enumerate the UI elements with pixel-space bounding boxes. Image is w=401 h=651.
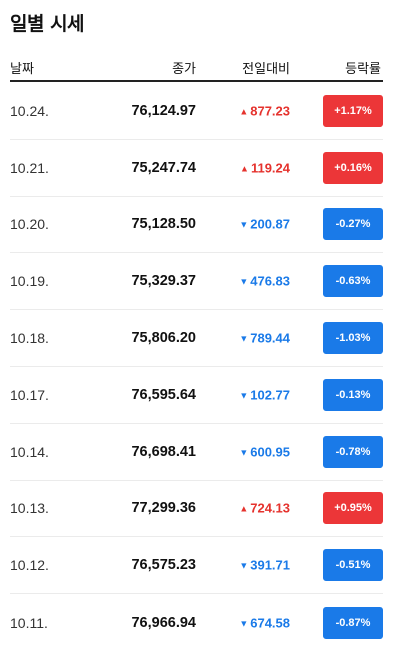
row-date: 10.17.	[10, 386, 49, 403]
row-change: ▲ 119.24	[240, 160, 290, 175]
row-date: 10.18.	[10, 330, 49, 347]
row-date: 10.12.	[10, 557, 49, 574]
row-change-value: 119.24	[250, 160, 290, 176]
triangle-up-icon: ▲	[240, 163, 249, 174]
row-change-value: 200.87	[250, 216, 290, 232]
column-header-date: 날짜	[10, 62, 34, 77]
table-row: 10.14. 76,698.41 ▼ 600.95 -0.78%	[10, 424, 383, 481]
row-change: ▼ 391.71	[239, 558, 290, 573]
page-title: 일별 시세	[10, 13, 85, 35]
triangle-up-icon: ▲	[239, 503, 249, 514]
row-close-price: 75,128.50	[131, 216, 196, 233]
row-close-price: 76,698.41	[131, 443, 196, 460]
triangle-down-icon: ▼	[239, 333, 249, 344]
row-date: 10.19.	[10, 273, 49, 290]
rate-badge: -0.13%	[323, 378, 383, 411]
row-change-value: 724.13	[250, 500, 290, 516]
table-row: 10.21. 75,247.74 ▲ 119.24 +0.16%	[10, 140, 383, 197]
row-close-price: 76,595.64	[131, 386, 196, 403]
rate-badge: -1.03%	[323, 322, 383, 355]
row-change-value: 476.83	[250, 273, 290, 289]
rate-badge: +0.95%	[323, 492, 383, 525]
row-change-value: 391.71	[250, 557, 290, 573]
row-date: 10.11.	[10, 614, 48, 631]
rate-badge: -0.63%	[323, 265, 383, 298]
table-row: 10.19. 75,329.37 ▼ 476.83 -0.63%	[10, 253, 383, 311]
triangle-up-icon: ▲	[239, 106, 249, 117]
row-close-price: 75,247.74	[131, 159, 196, 176]
rate-badge: -0.27%	[323, 208, 383, 241]
row-change: ▼ 200.87	[239, 217, 290, 232]
row-close-price: 76,966.94	[131, 614, 196, 631]
table-header: 날짜 종가 전일대비 등락률	[10, 52, 383, 82]
row-change-value: 789.44	[250, 330, 290, 346]
row-date: 10.21.	[10, 159, 49, 176]
rate-badge: -0.51%	[323, 549, 383, 582]
triangle-down-icon: ▼	[239, 276, 249, 287]
row-close-price: 75,329.37	[131, 273, 196, 290]
rate-badge: -0.78%	[323, 435, 383, 468]
price-table-body: 10.24. 76,124.97 ▲ 877.23 +1.17% 10.21. 75,247…	[10, 83, 383, 651]
column-header-change: 전일대비	[242, 62, 290, 77]
row-close-price: 77,299.36	[131, 500, 196, 517]
triangle-down-icon: ▼	[239, 390, 249, 401]
row-change: ▲ 877.23	[239, 103, 290, 118]
column-header-close: 종가	[172, 62, 196, 77]
row-date: 10.20.	[10, 216, 49, 233]
rate-badge: +1.17%	[323, 94, 383, 127]
table-row: 10.11. 76,966.94 ▼ 674.58 -0.87%	[10, 594, 383, 651]
table-row: 10.18. 75,806.20 ▼ 789.44 -1.03%	[10, 310, 383, 367]
table-row: 10.17. 76,595.64 ▼ 102.77 -0.13%	[10, 367, 383, 424]
row-change-value: 674.58	[250, 615, 290, 631]
table-row: 10.13. 77,299.36 ▲ 724.13 +0.95%	[10, 481, 383, 538]
rate-badge: -0.87%	[323, 606, 383, 639]
triangle-down-icon: ▼	[239, 560, 249, 571]
row-change: ▼ 674.58	[239, 615, 290, 630]
row-change: ▲ 724.13	[239, 501, 290, 516]
table-row: 10.24. 76,124.97 ▲ 877.23 +1.17%	[10, 83, 383, 140]
row-change: ▼ 102.77	[239, 387, 290, 402]
row-date: 10.13.	[10, 500, 49, 517]
row-change: ▼ 476.83	[239, 274, 290, 289]
triangle-down-icon: ▼	[239, 618, 249, 629]
table-row: 10.12. 76,575.23 ▼ 391.71 -0.51%	[10, 537, 383, 595]
column-header-rate: 등락률	[345, 62, 381, 77]
rate-badge: +0.16%	[323, 151, 383, 184]
triangle-down-icon: ▼	[239, 219, 249, 230]
row-close-price: 76,575.23	[131, 557, 196, 574]
row-change: ▼ 789.44	[239, 331, 290, 346]
table-row: 10.20. 75,128.50 ▼ 200.87 -0.27%	[10, 197, 383, 254]
row-change-value: 102.77	[250, 387, 290, 403]
triangle-down-icon: ▼	[239, 447, 249, 458]
row-change: ▼ 600.95	[239, 444, 290, 459]
row-close-price: 75,806.20	[131, 330, 196, 347]
row-change-value: 600.95	[250, 444, 290, 460]
row-change-value: 877.23	[250, 103, 290, 119]
row-date: 10.24.	[10, 102, 49, 119]
row-close-price: 76,124.97	[131, 102, 196, 119]
row-date: 10.14.	[10, 443, 49, 460]
